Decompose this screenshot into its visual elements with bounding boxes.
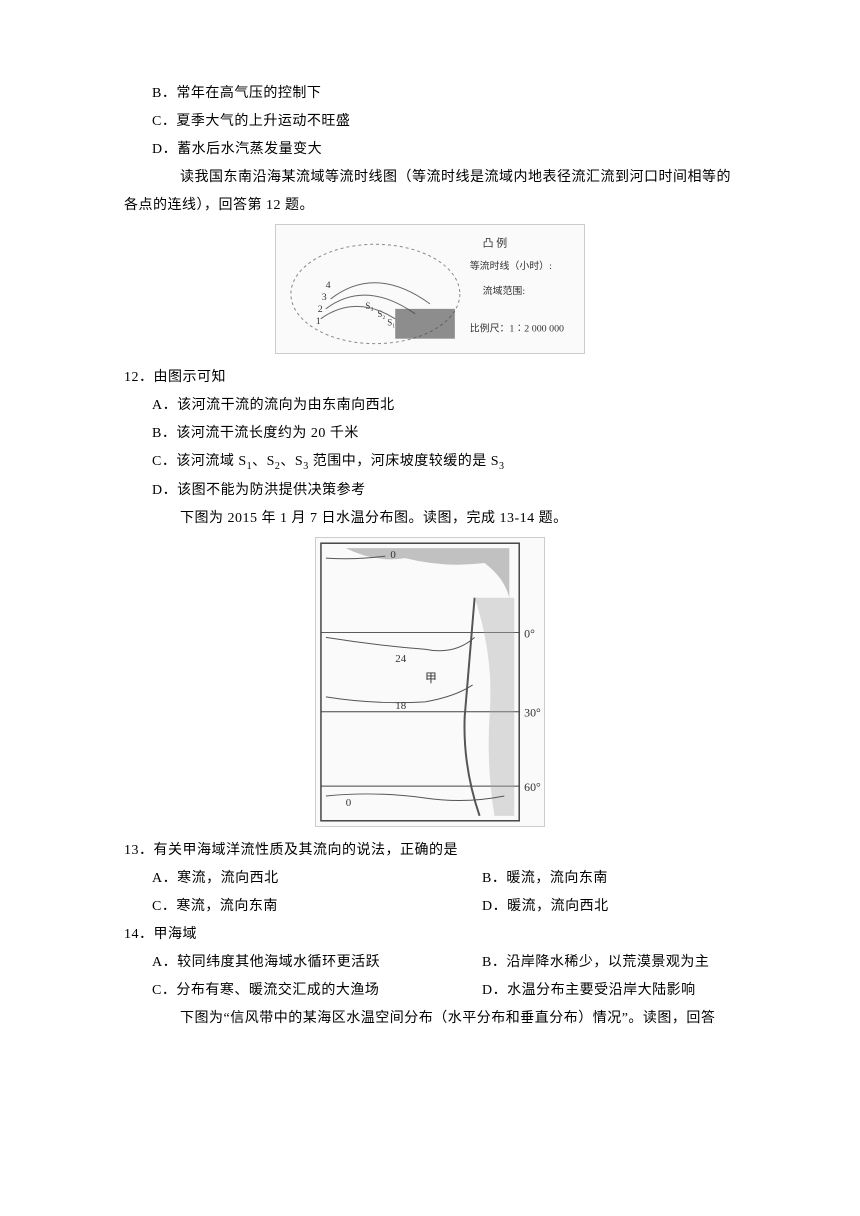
svg-text:24: 24 [395,653,406,665]
legend-basin: 流域范围: [483,284,525,297]
svg-text:1: 1 [316,316,321,327]
q11-option-b: B．常年在高气压的控制下 [110,80,750,108]
q11-option-d: D．蓄水后水汽蒸发量变大 [110,136,750,164]
svg-text:18: 18 [395,700,406,712]
legend-isochrone: 等流时线（小时）: [470,259,552,272]
q13-option-d: D．暖流，流向西北 [482,893,609,921]
q13-intro: 下图为 2015 年 1 月 7 日水温分布图。读图，完成 13-14 题。 [110,505,750,533]
figure-1-container: 1 2 3 4 S₃ S₂ S₁ 凸 例 等流时线（小时）: 流域范围: 比例尺… [110,224,750,354]
svg-text:4: 4 [326,280,331,291]
legend-title: 凸 例 [483,235,508,249]
svg-text:3: 3 [322,292,327,303]
q12-option-d: D．该图不能为防洪提供决策参考 [110,477,750,505]
q14-option-a: A．较同纬度其他海域水循环更活跃 [152,949,482,977]
q12-option-c: C．该河流域 S1、S2、S3 范围中，河床坡度较缓的是 S3 [110,448,750,477]
svg-text:S₂: S₂ [377,309,385,319]
figure-1-isochrone-map: 1 2 3 4 S₃ S₂ S₁ 凸 例 等流时线（小时）: 流域范围: 比例尺… [275,224,585,354]
svg-text:甲: 甲 [425,671,437,685]
svg-text:2: 2 [318,304,323,315]
svg-text:0°: 0° [524,626,535,640]
q14-stem: 14．甲海域 [110,921,750,949]
q15-intro: 下图为“信风带中的某海区水温空间分布（水平分布和垂直分布）情况”。读图，回答 [110,1005,750,1033]
q13-stem: 13．有关甲海域洋流性质及其流向的说法，正确的是 [110,837,750,865]
legend-scale: 比例尺：1∶2 000 000 [470,322,564,335]
svg-text:60°: 60° [524,780,541,794]
q14-row-cd: C．分布有寒、暖流交汇成的大渔场 D．水温分布主要受沿岸大陆影响 [110,977,750,1005]
svg-text:30°: 30° [524,705,541,719]
q12-intro-line1: 读我国东南沿海某流域等流时线图（等流时线是流域内地表径流汇流到河口时间相等的 [110,164,750,192]
q12-option-a: A．该河流干流的流向为由东南向西北 [110,392,750,420]
figure-2-container: 0° 30° 60° 24 18 甲 0 0 [110,537,750,827]
q14-option-d: D．水温分布主要受沿岸大陆影响 [482,977,696,1005]
q13-row-cd: C．寒流，流向东南 D．暖流，流向西北 [110,893,750,921]
svg-text:0: 0 [390,549,396,561]
q14-row-ab: A．较同纬度其他海域水循环更活跃 B．沿岸降水稀少，以荒漠景观为主 [110,949,750,977]
q12-option-b: B．该河流干流长度约为 20 千米 [110,420,750,448]
q13-row-ab: A．寒流，流向西北 B．暖流，流向东南 [110,865,750,893]
figure-2-sst-map: 0° 30° 60° 24 18 甲 0 0 [315,537,545,827]
q13-option-c: C．寒流，流向东南 [152,893,482,921]
q13-option-a: A．寒流，流向西北 [152,865,482,893]
svg-text:0: 0 [346,797,352,809]
q12-stem: 12．由图示可知 [110,364,750,392]
q13-option-b: B．暖流，流向东南 [482,865,608,893]
svg-text:S₁: S₁ [387,318,395,328]
q11-option-c: C．夏季大气的上升运动不旺盛 [110,108,750,136]
svg-text:S₃: S₃ [365,301,373,311]
q14-option-b: B．沿岸降水稀少，以荒漠景观为主 [482,949,709,977]
q12-intro-line2: 各点的连线），回答第 12 题。 [110,192,750,220]
q14-option-c: C．分布有寒、暖流交汇成的大渔场 [152,977,482,1005]
